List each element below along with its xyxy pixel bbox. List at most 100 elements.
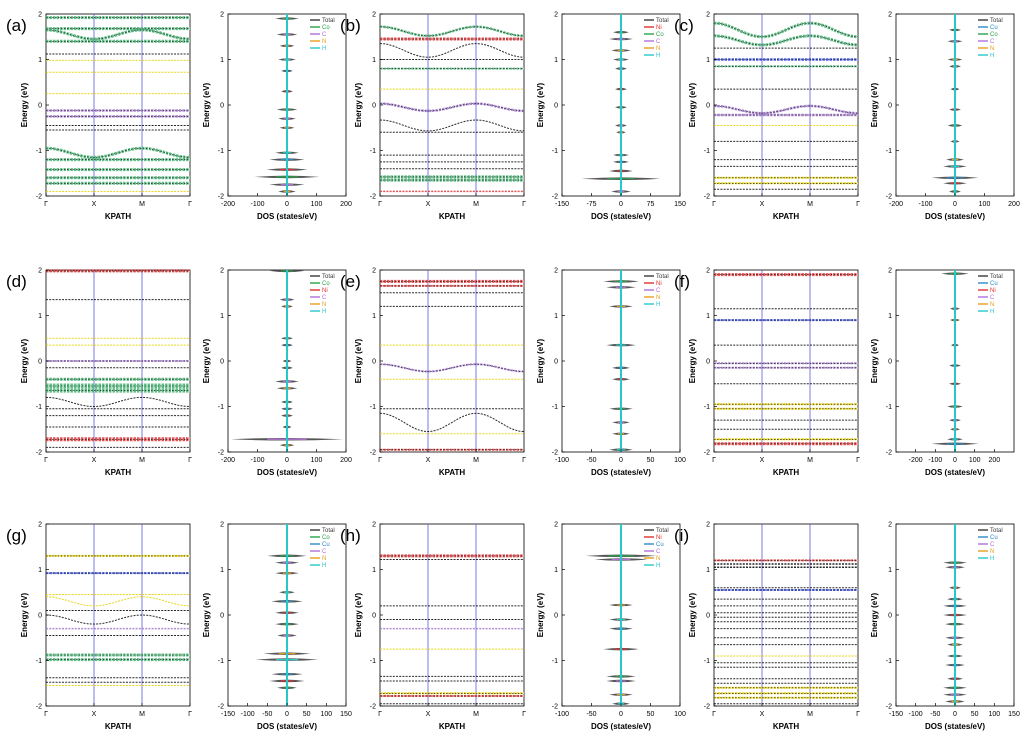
y-tick-label: -1 [704, 148, 710, 155]
x-tick-label: -100 [555, 711, 569, 718]
dos-x-axis-label: DOS (states/eV) [925, 468, 985, 477]
dos-plot: -150 -75 0 75 150 -2 -1 0 1 2 DOS (states/eV) Energ… [536, 12, 686, 222]
dos-x-axis-label: DOS (states/eV) [591, 722, 651, 731]
y-tick-label: 2 [220, 522, 224, 529]
x-tick-label: 0 [619, 201, 623, 208]
y-tick-label: -2 [218, 704, 224, 711]
x-tick-label: 100 [311, 457, 323, 464]
k-point-label: Γ [856, 711, 860, 718]
x-tick-label: 0 [953, 457, 957, 464]
y-tick-label: -1 [704, 658, 710, 665]
y-tick-label: -1 [218, 148, 224, 155]
panel-a: (a) -2 -1 0 1 2 Γ X M Γ KPATH Energy (eV) -200 -100 0 1… [6, 12, 352, 222]
k-point-label: M [807, 457, 813, 464]
y-tick-label: -2 [36, 704, 42, 711]
x-tick-label: 0 [285, 457, 289, 464]
k-point-label: X [92, 711, 97, 718]
panel-label: (f) [674, 272, 690, 291]
dos-plot: -200 -100 0 100 200 -2 -1 0 1 2 DOS (states/eV) Ene… [202, 268, 352, 478]
k-point-label: M [807, 711, 813, 718]
y-tick-label: -1 [370, 658, 376, 665]
x-tick-label: 50 [647, 457, 655, 464]
y-tick-label: 2 [888, 12, 892, 19]
k-point-label: Γ [188, 201, 192, 208]
legend-label: Total [990, 18, 1003, 24]
y-tick-label: 1 [706, 313, 710, 320]
k-point-label: M [473, 711, 479, 718]
band-x-axis-label: KPATH [439, 722, 466, 731]
y-tick-label: 0 [38, 613, 42, 620]
y-tick-label: 2 [372, 12, 376, 19]
y-tick-label: 0 [554, 359, 558, 366]
y-tick-label: 0 [220, 613, 224, 620]
y-tick-label: 1 [38, 313, 42, 320]
x-tick-label: -150 [555, 201, 569, 208]
x-tick-label: 0 [285, 711, 289, 718]
band-y-axis-label: Energy (eV) [688, 338, 697, 383]
y-tick-label: 2 [38, 268, 42, 275]
k-point-label: Γ [378, 201, 382, 208]
k-point-label: Γ [712, 711, 716, 718]
y-tick-label: 0 [372, 613, 376, 620]
band-plot: -2 -1 0 1 2 Γ X M Γ KPATH Energy (eV) [688, 12, 860, 222]
k-point-label: Γ [522, 201, 526, 208]
y-tick-label: 0 [38, 103, 42, 110]
panel-label: (i) [674, 526, 689, 545]
band-y-axis-label: Energy (eV) [20, 338, 29, 383]
panel-label: (d) [6, 272, 27, 291]
legend-label: H [990, 309, 994, 315]
y-tick-label: 0 [38, 359, 42, 366]
legend-label: Total [990, 528, 1003, 534]
k-point-label: X [426, 201, 431, 208]
legend-label: N [322, 302, 326, 308]
dos-x-axis-label: DOS (states/eV) [925, 722, 985, 731]
legend-label: N [322, 39, 326, 45]
k-point-label: M [473, 201, 479, 208]
legend-label: C [322, 32, 327, 38]
y-tick-label: -2 [552, 704, 558, 711]
y-tick-label: 0 [220, 103, 224, 110]
band-x-axis-label: KPATH [773, 722, 800, 731]
y-tick-label: 0 [888, 103, 892, 110]
y-tick-label: 1 [706, 567, 710, 574]
legend-label: Co [656, 32, 664, 38]
y-tick-label: 1 [888, 313, 892, 320]
y-tick-label: 2 [220, 12, 224, 19]
k-point-label: Γ [856, 457, 860, 464]
dos-x-axis-label: DOS (states/eV) [257, 468, 317, 477]
band-frame [379, 523, 525, 707]
y-tick-label: 0 [372, 359, 376, 366]
y-tick-label: 1 [888, 57, 892, 64]
band-x-axis-label: KPATH [773, 468, 800, 477]
legend-label: H [656, 53, 660, 59]
dos-y-axis-label: Energy (eV) [202, 338, 211, 383]
legend-label: C [656, 39, 661, 45]
x-tick-label: 200 [1008, 201, 1020, 208]
x-tick-label: -150 [221, 711, 235, 718]
k-point-label: Γ [44, 711, 48, 718]
band-line [379, 43, 525, 58]
k-point-label: Γ [522, 711, 526, 718]
x-tick-label: -50 [930, 711, 940, 718]
band-y-axis-label: Energy (eV) [354, 338, 363, 383]
band-line [379, 119, 524, 132]
x-tick-label: 150 [340, 711, 352, 718]
y-tick-label: -1 [886, 148, 892, 155]
x-tick-label: -75 [586, 201, 596, 208]
dos-plot: -100 -50 0 50 100 -2 -1 0 1 2 DOS (states/eV) Energ… [536, 522, 686, 732]
x-tick-label: 75 [647, 201, 655, 208]
legend-label: N [990, 302, 994, 308]
panel-d: (d) -2 -1 0 1 2 Γ X M Γ KPATH Energy (eV) -200 -100 0 1… [6, 268, 352, 478]
y-tick-label: 0 [706, 613, 710, 620]
y-tick-label: 2 [554, 522, 558, 529]
x-tick-label: 50 [303, 711, 311, 718]
x-tick-label: -50 [262, 711, 272, 718]
legend-label: C [322, 549, 327, 555]
panel-label: (b) [340, 16, 361, 35]
legend-label: Ni [656, 25, 662, 31]
y-tick-label: 1 [38, 57, 42, 64]
